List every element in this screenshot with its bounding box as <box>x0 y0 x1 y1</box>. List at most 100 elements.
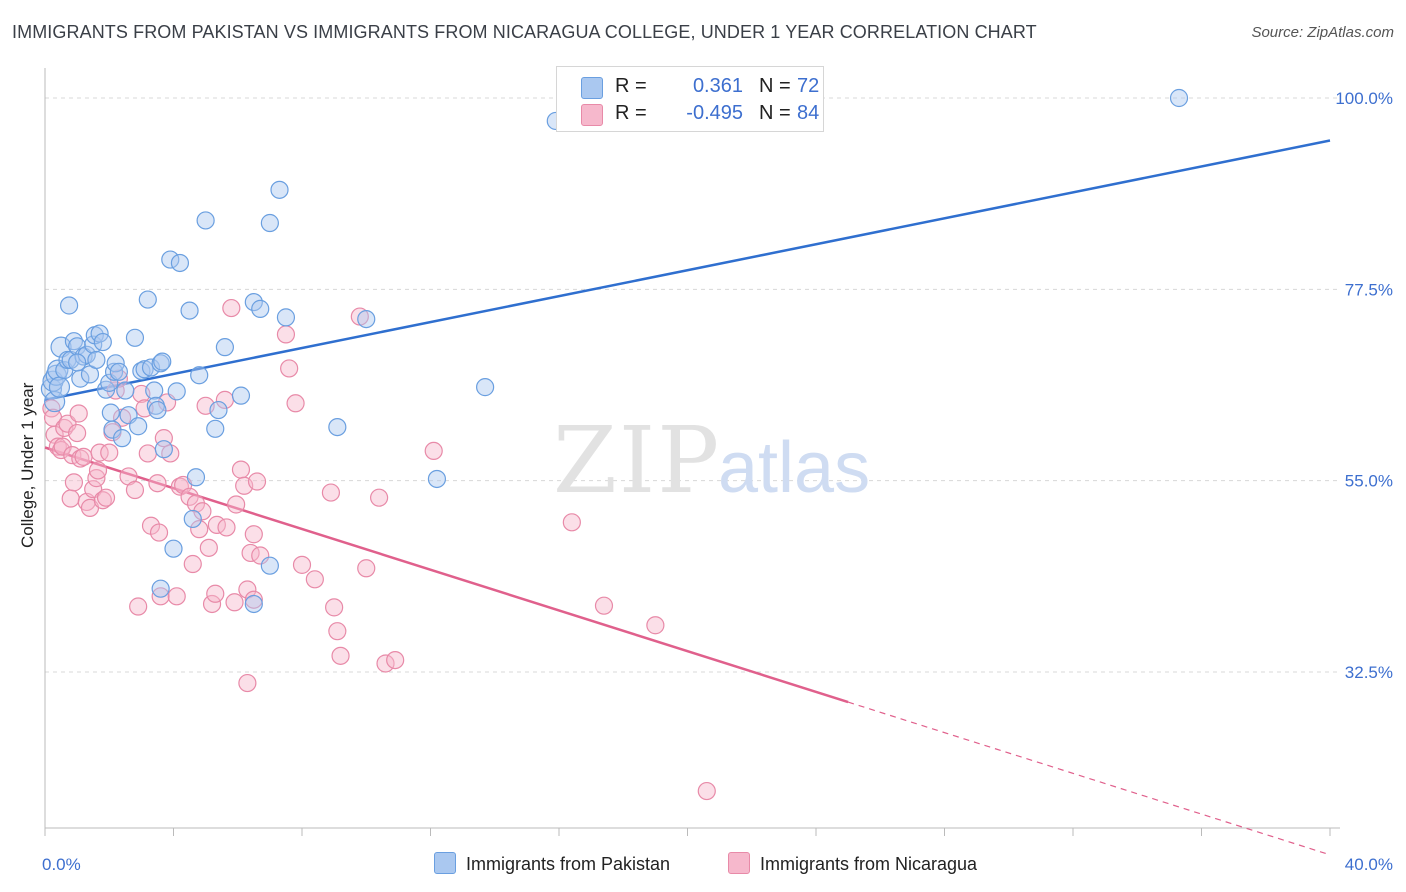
nicaragua-point <box>138 444 157 463</box>
pakistan-point <box>148 400 167 420</box>
x-tick-label: 40.0% <box>1345 855 1393 874</box>
watermark-zip: ZIP <box>553 407 721 514</box>
y-tick-label: 32.5% <box>1345 663 1393 682</box>
nicaragua-point <box>247 472 267 491</box>
pakistan-point <box>328 417 347 437</box>
trend-lines <box>44 139 1331 856</box>
pakistan-point <box>170 253 190 273</box>
nicaragua-point <box>93 491 112 510</box>
pakistan-point <box>167 382 186 401</box>
pakistan-point <box>109 362 128 381</box>
pakistan-point <box>153 352 172 371</box>
pakistan-point <box>129 417 148 436</box>
nicaragua-point <box>68 423 87 443</box>
nicaragua-point <box>370 488 389 507</box>
pakistan-point <box>125 328 145 347</box>
pakistan-point <box>101 403 120 422</box>
nicaragua-point <box>190 520 209 539</box>
pakistan-point <box>48 376 71 398</box>
pakistan-point <box>244 594 263 614</box>
n-value: 72 <box>797 75 820 97</box>
pakistan-point <box>93 332 112 352</box>
nicaragua-point <box>69 404 88 423</box>
r-label: R = <box>615 75 647 97</box>
pakistan-point <box>47 359 69 381</box>
nicaragua-point <box>331 646 350 665</box>
nicaragua-point <box>167 587 186 606</box>
pakistan-point <box>244 292 263 312</box>
nicaragua-point <box>90 443 109 462</box>
nicaragua-point <box>199 538 218 557</box>
pakistan-point <box>260 556 279 575</box>
nicaragua-point <box>646 616 665 635</box>
nicaragua-trend-line <box>44 446 849 704</box>
nicaragua-point <box>276 325 296 344</box>
pakistan-point <box>206 419 225 438</box>
pakistan-point <box>276 308 296 327</box>
pakistan-point <box>132 361 151 381</box>
pakistan-point <box>151 579 170 598</box>
nicaragua-point <box>321 483 341 502</box>
nicaragua-point <box>74 447 93 466</box>
pakistan-point <box>260 213 279 233</box>
nicaragua-point <box>148 474 167 493</box>
pakistan-point <box>135 360 154 379</box>
nicaragua-legend-swatch <box>728 852 750 874</box>
nicaragua-point <box>64 473 84 492</box>
watermark-atlas: atlas <box>718 428 870 508</box>
nicaragua-point <box>180 487 199 506</box>
nicaragua-point <box>48 437 67 456</box>
pakistan-point <box>180 301 199 320</box>
nicaragua-point <box>125 480 145 500</box>
nicaragua-point <box>292 555 312 574</box>
nicaragua-point <box>594 596 614 615</box>
pakistan-point <box>209 400 228 420</box>
pakistan-point <box>215 338 234 357</box>
nicaragua-point <box>42 399 61 418</box>
pakistan-point <box>357 309 376 329</box>
r-label: R = <box>615 102 647 124</box>
watermark: ZIP atlas <box>553 407 870 514</box>
nicaragua-point <box>244 590 263 609</box>
nicaragua-point <box>96 488 116 507</box>
nicaragua-point <box>244 525 263 544</box>
nicaragua-point <box>100 443 119 462</box>
nicaragua-point <box>149 523 169 542</box>
n-value: 84 <box>797 102 820 124</box>
pakistan-legend-label: Immigrants from Pakistan <box>466 854 671 874</box>
pakistan-point <box>251 299 270 318</box>
nicaragua-point <box>328 622 347 641</box>
nicaragua-point <box>238 673 257 693</box>
pakistan-point <box>40 378 63 400</box>
pakistan-point <box>164 539 183 558</box>
nicaragua-point <box>225 593 244 612</box>
pakistan-point <box>427 469 447 489</box>
pakistan-points <box>40 88 1189 614</box>
pakistan-point <box>196 211 215 230</box>
pakistan-point <box>112 429 132 448</box>
legend-item-nicaragua: Immigrants from Nicaragua <box>728 852 977 875</box>
nicaragua-point <box>222 298 241 318</box>
nicaragua-point <box>151 587 170 606</box>
pakistan-trend-line <box>44 139 1331 402</box>
pakistan-point <box>476 378 495 397</box>
r-value: 0.361 <box>692 75 743 97</box>
source-label: Source: ZipAtlas.com <box>1251 24 1394 41</box>
pakistan-point <box>77 345 96 364</box>
nicaragua-point <box>280 359 299 378</box>
nicaragua-point <box>58 414 77 433</box>
nicaragua-point <box>305 570 324 589</box>
correlation-legend: R = 0.361 N = 72 R = -0.495 N = 84 <box>556 66 824 132</box>
nicaragua-point <box>357 559 376 578</box>
nicaragua-point <box>71 449 90 468</box>
n-label: N = <box>759 102 791 124</box>
legend-item-pakistan: Immigrants from Pakistan <box>434 852 670 875</box>
y-tick-label: 100.0% <box>1335 89 1393 108</box>
nicaragua-point <box>129 597 148 616</box>
nicaragua-point <box>193 502 212 521</box>
nicaragua-trend-extension <box>847 701 1331 856</box>
chart-title: IMMIGRANTS FROM PAKISTAN VS IMMIGRANTS F… <box>12 22 1037 42</box>
pakistan-legend-swatch <box>434 852 456 874</box>
y-tick-label: 77.5% <box>1345 280 1393 299</box>
